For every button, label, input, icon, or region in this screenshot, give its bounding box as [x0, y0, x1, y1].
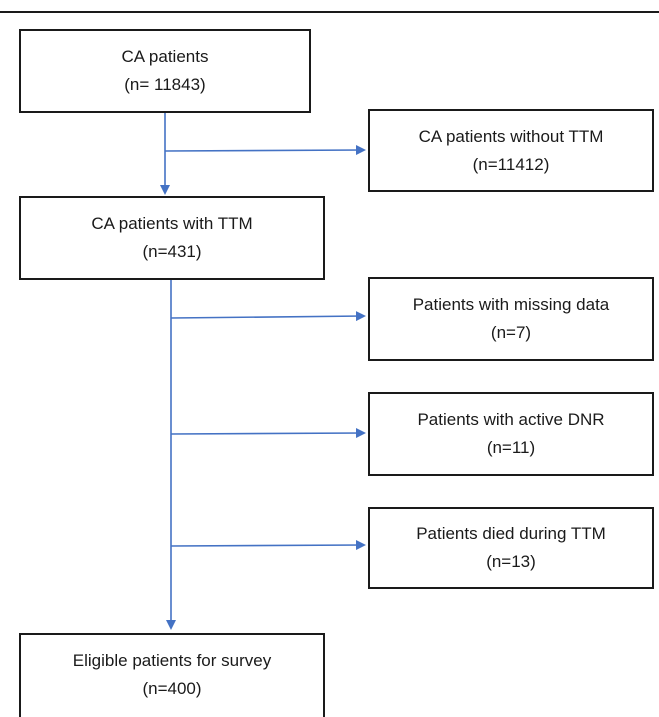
box-total-count: (n= 11843) [124, 75, 206, 94]
box-with-ttm: CA patients with TTM (n=431) [19, 196, 325, 280]
box-eligible-patients: Eligible patients for survey (n=400) [19, 633, 325, 717]
arrow-to-died-ttm [170, 540, 366, 551]
box-died-ttm: Patients died during TTM (n=13) [368, 507, 654, 589]
arrow-to-missing-data [170, 311, 366, 322]
box-missing-data-label: Patients with missing data [412, 295, 610, 314]
box-missing-data-count: (n=7) [490, 323, 532, 342]
box-active-dnr-count: (n=11) [486, 438, 536, 457]
box-missing-data: Patients with missing data (n=7) [368, 277, 654, 361]
box-without-ttm-count: (n=11412) [472, 154, 550, 174]
box-total-label: CA patients [121, 47, 209, 66]
box-died-ttm-label: Patients died during TTM [416, 524, 606, 543]
box-eligible-count: (n=400) [142, 679, 202, 698]
box-without-ttm-label: CA patients without TTM [418, 126, 604, 146]
box-with-ttm-label: CA patients with TTM [91, 214, 253, 233]
box-active-dnr-label: Patients with active DNR [417, 410, 605, 429]
box-eligible-label: Eligible patients for survey [72, 651, 272, 670]
arrow-to-active-dnr [170, 428, 366, 439]
box-active-dnr: Patients with active DNR (n=11) [368, 392, 654, 476]
top-rule [0, 11, 659, 13]
arrow-to-without-ttm [164, 145, 366, 156]
box-died-ttm-count: (n=13) [486, 552, 536, 571]
box-total-patients: CA patients (n= 11843) [19, 29, 311, 113]
box-with-ttm-count: (n=431) [142, 242, 202, 261]
box-without-ttm: CA patients without TTM (n=11412) [368, 109, 654, 192]
